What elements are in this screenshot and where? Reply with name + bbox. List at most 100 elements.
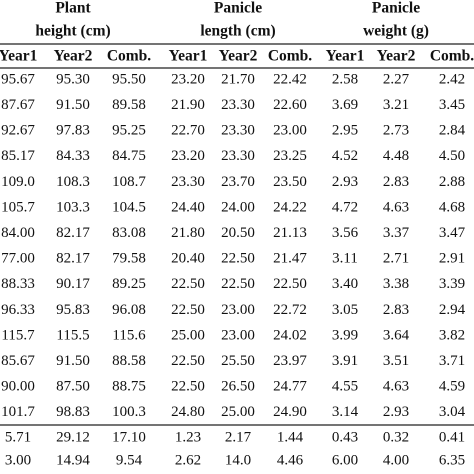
- cell: 92.67: [1, 123, 35, 139]
- cell: 3.51: [383, 353, 409, 369]
- cell: 2.71: [383, 251, 409, 267]
- cell: 4.72: [332, 199, 358, 215]
- group-header: weight (g): [363, 23, 429, 40]
- cell: 3.91: [332, 353, 358, 369]
- cell: 3.37: [383, 225, 410, 241]
- cell: 24.90: [273, 404, 307, 420]
- cell: 22.50: [273, 276, 307, 292]
- cell: 24.02: [273, 327, 307, 343]
- cell: 23.30: [221, 97, 255, 113]
- cell: 77.00: [1, 251, 35, 267]
- cell: 3.40: [332, 276, 358, 292]
- cell: 3.21: [383, 97, 409, 113]
- cell: 89.58: [112, 97, 146, 113]
- cell: 23.30: [171, 174, 205, 190]
- cell: 23.20: [171, 148, 205, 164]
- cell: 91.50: [56, 97, 90, 113]
- column-header: Year2: [219, 48, 258, 65]
- cell: 21.90: [171, 97, 205, 113]
- group-header: Panicle: [214, 0, 262, 17]
- cell: 95.30: [56, 71, 90, 87]
- cell: 4.52: [332, 148, 358, 164]
- cell: 90.17: [56, 276, 90, 292]
- cell: 21.80: [171, 225, 205, 241]
- summary-cell: 17.10: [112, 429, 146, 445]
- column-header: Comb.: [107, 48, 151, 65]
- cell: 96.08: [112, 302, 146, 318]
- cell: 22.50: [221, 251, 255, 267]
- cell: 79.58: [112, 251, 146, 267]
- cell: 22.50: [171, 353, 205, 369]
- cell: 2.27: [383, 71, 410, 87]
- summary-cell: 3.00: [5, 452, 31, 468]
- summary-cell: 4.46: [277, 452, 304, 468]
- cell: 100.3: [112, 404, 146, 420]
- cell: 95.67: [1, 71, 35, 87]
- cell: 3.82: [439, 327, 465, 343]
- column-header: Year2: [377, 48, 416, 65]
- cell: 108.3: [56, 174, 90, 190]
- group-header: Panicle: [372, 0, 420, 17]
- cell: 115.6: [112, 327, 146, 343]
- cell: 25.00: [221, 404, 255, 420]
- cell: 4.63: [383, 199, 409, 215]
- cell: 103.3: [56, 199, 90, 215]
- cell: 22.50: [171, 276, 205, 292]
- cell: 4.59: [439, 379, 465, 395]
- cell: 84.00: [1, 225, 35, 241]
- cell: 88.58: [112, 353, 146, 369]
- cell: 3.69: [332, 97, 358, 113]
- summary-cell: 14.94: [56, 452, 90, 468]
- cell: 82.17: [56, 225, 90, 241]
- column-header: Year1: [0, 48, 37, 65]
- column-header: Year2: [54, 48, 93, 65]
- cell: 87.50: [56, 379, 90, 395]
- cell: 85.17: [1, 148, 35, 164]
- cell: 88.75: [112, 379, 146, 395]
- group-header: Plant: [55, 0, 91, 17]
- cell: 95.25: [112, 123, 146, 139]
- cell: 95.83: [56, 302, 90, 318]
- column-header: Comb.: [268, 48, 312, 65]
- summary-cell: 5.71: [5, 429, 31, 445]
- cell: 23.70: [221, 174, 255, 190]
- cell: 3.11: [332, 251, 358, 267]
- cell: 3.38: [383, 276, 409, 292]
- cell: 24.77: [273, 379, 307, 395]
- cell: 3.39: [439, 276, 465, 292]
- cell: 22.50: [171, 302, 205, 318]
- summary-cell: 9.54: [116, 452, 143, 468]
- summary-cell: 2.62: [175, 452, 201, 468]
- summary-cell: 1.44: [277, 429, 304, 445]
- cell: 87.67: [1, 97, 35, 113]
- cell: 23.00: [273, 123, 307, 139]
- column-header: Comb.: [430, 48, 474, 65]
- cell: 105.7: [1, 199, 35, 215]
- cell: 2.58: [332, 71, 358, 87]
- cell: 23.30: [221, 148, 255, 164]
- cell: 2.91: [439, 251, 465, 267]
- cell: 25.00: [171, 327, 205, 343]
- cell: 21.13: [273, 225, 307, 241]
- summary-cell: 2.17: [225, 429, 252, 445]
- cell: 3.99: [332, 327, 358, 343]
- cell: 23.00: [221, 327, 255, 343]
- cell: 20.40: [171, 251, 205, 267]
- cell: 101.7: [1, 404, 35, 420]
- cell: 23.97: [273, 353, 307, 369]
- cell: 88.33: [1, 276, 35, 292]
- cell: 22.60: [273, 97, 307, 113]
- cell: 24.00: [221, 199, 255, 215]
- cell: 83.08: [112, 225, 146, 241]
- cell: 2.83: [383, 302, 409, 318]
- summary-cell: 0.32: [383, 429, 409, 445]
- cell: 2.94: [439, 302, 466, 318]
- cell: 22.70: [171, 123, 205, 139]
- cell: 24.22: [273, 199, 307, 215]
- cell: 22.50: [171, 379, 205, 395]
- cell: 22.72: [273, 302, 307, 318]
- cell: 21.70: [221, 71, 255, 87]
- cell: 96.33: [1, 302, 35, 318]
- cell: 95.50: [112, 71, 146, 87]
- cell: 84.33: [56, 148, 90, 164]
